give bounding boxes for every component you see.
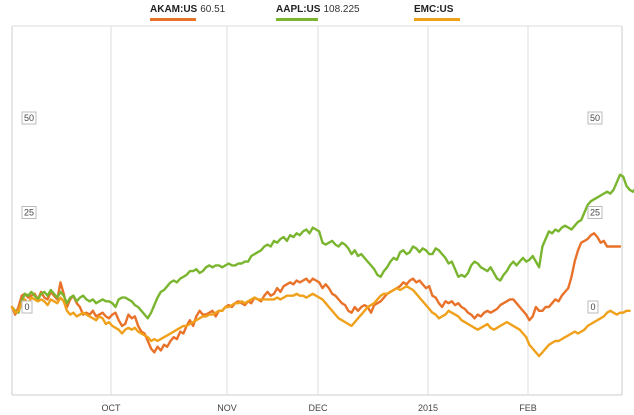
legend-value: 60.51 <box>200 4 226 15</box>
x-tick-label: OCT <box>102 403 122 413</box>
legend-symbol: AAPL:US <box>276 4 321 15</box>
y-tick-label: 0 <box>24 302 29 312</box>
y-tick-label: 25 <box>590 208 600 218</box>
chart-legend: AKAM:US 60.51 AAPL:US 108.225 EMC:US <box>0 0 634 26</box>
legend-item-emc[interactable]: EMC:US <box>414 4 460 21</box>
x-tick-label: 2015 <box>418 403 438 413</box>
y-tick-box <box>587 300 599 314</box>
chart-lines <box>10 173 634 358</box>
legend-symbol: EMC:US <box>414 4 454 15</box>
chart-grid <box>11 25 623 396</box>
x-tick-label: DEC <box>308 403 328 413</box>
y-tick-label: 25 <box>24 208 34 218</box>
series-line <box>10 173 634 320</box>
y-tick-box <box>587 111 603 125</box>
y-tick-box <box>21 206 37 219</box>
y-tick-box <box>21 111 37 125</box>
y-tick-box <box>587 206 603 219</box>
legend-swatch <box>414 18 460 21</box>
series-line <box>10 232 622 354</box>
x-tick-label: FEB <box>519 403 537 413</box>
legend-value: 108.225 <box>323 4 360 15</box>
y-tick-label: 50 <box>590 113 600 123</box>
y-axis-labels: 50 50 25 25 0 0 <box>21 111 603 314</box>
legend-item-akam[interactable]: AKAM:US 60.51 <box>150 4 225 21</box>
x-tick-label: NOV <box>217 403 237 413</box>
legend-item-aapl[interactable]: AAPL:US 108.225 <box>276 4 360 21</box>
y-tick-box <box>21 300 33 314</box>
legend-swatch <box>150 18 196 21</box>
y-tick-label: 0 <box>590 302 595 312</box>
legend-symbol: AKAM:US <box>150 4 198 15</box>
legend-swatch <box>276 18 318 21</box>
y-tick-label: 50 <box>24 113 34 123</box>
x-axis-labels: OCT NOV DEC 2015 FEB <box>102 403 537 413</box>
series-line <box>10 285 631 358</box>
